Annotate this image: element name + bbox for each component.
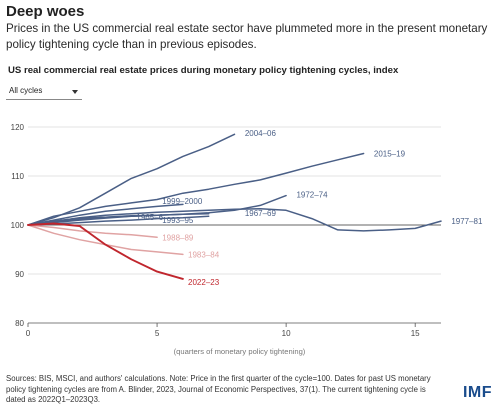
x-tick-label-10: 10 <box>282 329 291 338</box>
x-tick-label-0: 0 <box>26 329 31 338</box>
x-axis-label: (quarters of monetary policy tightening) <box>174 347 306 356</box>
series-label-1972–74: 1972–74 <box>296 191 328 200</box>
y-tick-label-110: 110 <box>11 172 24 181</box>
imf-logo: IMF <box>462 384 492 401</box>
series-label-2015–19: 2015–19 <box>374 149 406 158</box>
footnote: Sources: BIS, MSCI, and authors' calcula… <box>6 374 431 404</box>
series-label-1965–66: 1965–6 <box>136 213 163 222</box>
series-label-1983–84: 1983–84 <box>188 250 220 259</box>
series-label-1967–69: 1967–69 <box>245 209 277 218</box>
series-line-1999–2000 <box>27 203 184 226</box>
series-label-1977–81: 1977–81 <box>451 217 483 226</box>
series-label-2004–06: 2004–06 <box>245 129 277 138</box>
series-line-1983–84 <box>27 224 184 256</box>
series-label-1993–95: 1993–95 <box>162 216 194 225</box>
chevron-down-icon <box>72 90 78 94</box>
series-label-2022–23: 2022–23 <box>188 278 220 287</box>
cycle-select-value: All cycles <box>9 86 43 95</box>
series-line-1965–66 <box>27 214 158 226</box>
series-label-1988–89: 1988–89 <box>162 233 194 242</box>
x-tick-label-15: 15 <box>411 329 420 338</box>
y-tick-label-80: 80 <box>15 319 24 328</box>
line-chart: 80 90 100 110 120 0 5 10 15 (quarters of monetary… <box>11 123 483 356</box>
x-tick-label-5: 5 <box>155 329 160 338</box>
series-line-2004–06 <box>27 133 236 226</box>
chart-title: US real commercial real estate prices du… <box>8 65 399 76</box>
cycle-select[interactable]: All cycles <box>6 83 82 100</box>
page-title: Deep woes <box>6 3 85 20</box>
series-line-1988–89 <box>27 224 158 239</box>
series-line-2022–23 <box>27 222 184 280</box>
series-label-1999–2000: 1999–2000 <box>162 197 203 206</box>
y-tick-label-100: 100 <box>11 221 25 230</box>
y-tick-label-90: 90 <box>15 270 24 279</box>
series-line-2015–19 <box>27 152 365 226</box>
series-line-1977–81 <box>27 208 442 232</box>
y-tick-label-120: 120 <box>11 123 25 132</box>
page-subtitle: Prices in the US commercial real estate … <box>6 22 488 51</box>
